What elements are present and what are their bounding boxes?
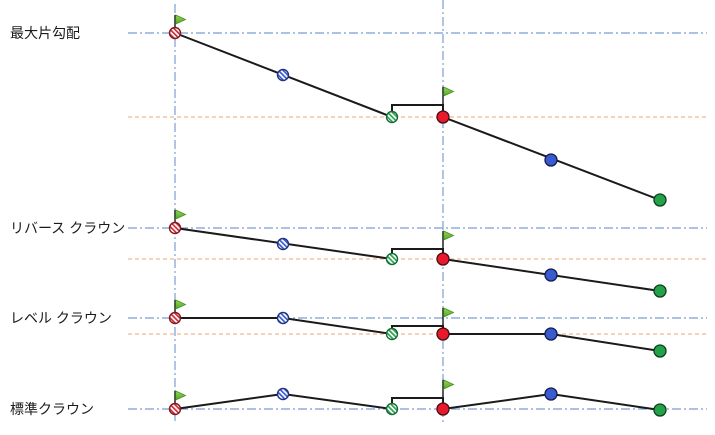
- station-flag-icon[interactable]: [442, 307, 455, 326]
- slope-point-marker-red-hatched[interactable]: [168, 221, 182, 235]
- slope-point-marker-blue-solid[interactable]: [544, 268, 558, 282]
- slope-point-marker-green-solid[interactable]: [653, 403, 667, 417]
- slope-point-marker-red-solid[interactable]: [436, 327, 450, 341]
- row-label-level-crown: レベル クラウン: [10, 310, 112, 326]
- slope-point-marker-green-solid[interactable]: [653, 344, 667, 358]
- slope-point-marker-green-solid[interactable]: [653, 193, 667, 207]
- slope-point-marker-red-solid[interactable]: [436, 252, 450, 266]
- station-flag-icon[interactable]: [442, 379, 455, 398]
- row-label-normal-crown: 標準クラウン: [10, 401, 94, 417]
- slope-point-marker-red-solid[interactable]: [436, 402, 450, 416]
- cross-slope-profile-line: [174, 227, 661, 292]
- row-label-reverse-crown: リバース クラウン: [10, 220, 126, 236]
- cross-slope-profile-line: [174, 392, 661, 411]
- slope-point-marker-green-hatched[interactable]: [385, 402, 399, 416]
- station-flag-icon[interactable]: [442, 86, 455, 105]
- slope-point-marker-red-solid[interactable]: [436, 110, 450, 124]
- cross-slope-profile-line: [174, 32, 661, 201]
- slope-point-marker-blue-hatched[interactable]: [276, 237, 290, 251]
- slope-point-marker-red-hatched[interactable]: [168, 311, 182, 325]
- slope-point-marker-blue-solid[interactable]: [544, 387, 558, 401]
- slope-point-marker-blue-hatched[interactable]: [276, 311, 290, 325]
- slope-point-marker-red-hatched[interactable]: [168, 26, 182, 40]
- row-label-max-superelevation: 最大片勾配: [10, 25, 80, 41]
- station-flag-icon[interactable]: [442, 230, 455, 249]
- slope-point-marker-green-hatched[interactable]: [385, 252, 399, 266]
- slope-point-marker-red-hatched[interactable]: [168, 402, 182, 416]
- slope-point-marker-blue-hatched[interactable]: [276, 68, 290, 82]
- slope-point-marker-green-solid[interactable]: [653, 284, 667, 298]
- cross-slope-profile-line: [175, 317, 661, 352]
- slope-point-marker-blue-hatched[interactable]: [276, 387, 290, 401]
- slope-point-marker-blue-solid[interactable]: [544, 153, 558, 167]
- slope-point-marker-green-hatched[interactable]: [385, 110, 399, 124]
- slope-point-marker-green-hatched[interactable]: [385, 327, 399, 341]
- slope-point-marker-blue-solid[interactable]: [544, 327, 558, 341]
